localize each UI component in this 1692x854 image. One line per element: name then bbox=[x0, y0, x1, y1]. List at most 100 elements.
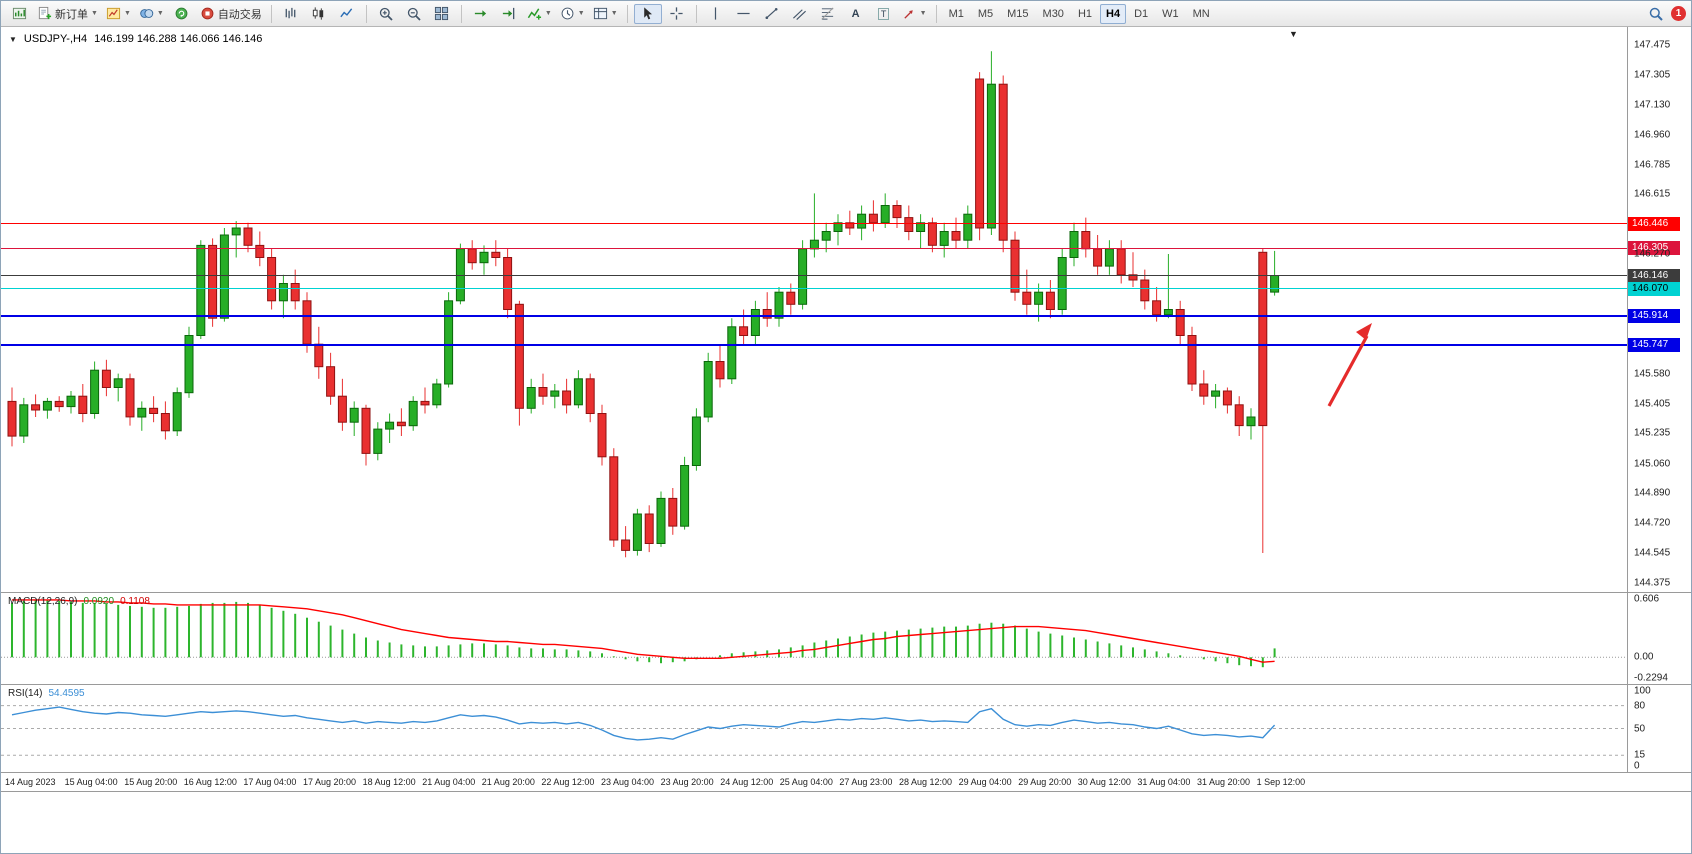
toolbar-separator bbox=[626, 4, 628, 23]
zoom-in-button[interactable] bbox=[373, 4, 399, 24]
horizontal-line-icon bbox=[737, 12, 750, 15]
toolbar-separator bbox=[935, 4, 937, 23]
new-order-button[interactable]: 新订单 ▼ bbox=[34, 4, 101, 24]
time-axis-label: 29 Aug 20:00 bbox=[1018, 777, 1072, 787]
text-tool-button[interactable]: A bbox=[843, 4, 869, 24]
fibonacci-icon bbox=[821, 7, 834, 20]
price-tick: 145.235 bbox=[1634, 427, 1671, 439]
candlestick-chart-button[interactable] bbox=[306, 4, 332, 24]
time-axis-label: 31 Aug 20:00 bbox=[1197, 777, 1251, 787]
macd-plot[interactable] bbox=[1, 593, 1627, 684]
auto-scroll-button[interactable] bbox=[468, 4, 494, 24]
bottom-blank-area bbox=[1, 792, 1691, 853]
time-axis-label: 30 Aug 12:00 bbox=[1077, 777, 1131, 787]
zoom-out-button[interactable] bbox=[401, 4, 427, 24]
price-axis[interactable]: 146.446 146.305 146.146 146.070 145.914 145.7… bbox=[1627, 27, 1691, 592]
price-tick: 144.890 bbox=[1634, 487, 1671, 499]
candlestick-chart[interactable] bbox=[1, 27, 1627, 592]
template-icon bbox=[593, 7, 607, 20]
time-axis-label: 31 Aug 04:00 bbox=[1137, 777, 1191, 787]
label-tool-icon: T bbox=[877, 7, 890, 20]
timeframe-w1-button[interactable]: W1 bbox=[1162, 7, 1179, 20]
profiles-button[interactable]: ▼ bbox=[136, 4, 167, 24]
timeframe-m30-button[interactable]: M30 bbox=[1042, 7, 1064, 20]
vertical-line-icon bbox=[715, 7, 717, 20]
new-chart-button[interactable]: ▼ bbox=[103, 4, 134, 24]
templates-button[interactable]: ▼ bbox=[590, 4, 621, 24]
timeframe-m5-button[interactable]: M5 bbox=[977, 7, 994, 20]
timeframe-h1-button[interactable]: H1 bbox=[1077, 7, 1092, 20]
tile-windows-button[interactable] bbox=[429, 4, 455, 24]
time-axis-label: 17 Aug 04:00 bbox=[243, 777, 297, 787]
chart-window-button[interactable] bbox=[6, 4, 32, 24]
rsi-axis-label: 100 bbox=[1634, 685, 1651, 697]
time-axis-label: 25 Aug 04:00 bbox=[779, 777, 833, 787]
macd-name: MACD(12,26,9) bbox=[8, 596, 78, 607]
trendline-tool-button[interactable] bbox=[759, 4, 785, 24]
zoom-out-icon bbox=[407, 7, 421, 21]
timeframe-m1-button[interactable]: M1 bbox=[948, 7, 964, 20]
search-button[interactable] bbox=[1643, 4, 1669, 24]
hline-145.914[interactable] bbox=[1, 314, 1627, 317]
cursor-button[interactable] bbox=[633, 3, 662, 24]
chevron-down-icon: ▼ bbox=[91, 10, 98, 17]
trend-arrow-annotation[interactable] bbox=[1306, 317, 1386, 417]
timeframe-d1-button[interactable]: D1 bbox=[1134, 7, 1149, 20]
chevron-down-icon: ▼ bbox=[577, 10, 585, 17]
indicators-button[interactable]: ▼ bbox=[524, 4, 555, 24]
notification-badge[interactable]: 1 bbox=[1671, 6, 1686, 21]
trendline-icon bbox=[765, 7, 778, 20]
new-chart-icon bbox=[106, 7, 120, 20]
time-axis[interactable]: 14 Aug 2023 15 Aug 04:00 15 Aug 20:00 16 Au… bbox=[1, 773, 1691, 792]
channel-tool-button[interactable] bbox=[787, 4, 813, 24]
hline-146.146[interactable] bbox=[1, 275, 1627, 276]
time-axis-label: 29 Aug 04:00 bbox=[958, 777, 1012, 787]
bar-chart-button[interactable] bbox=[278, 4, 304, 24]
hline-146.446[interactable] bbox=[1, 223, 1627, 224]
fibonacci-tool-button[interactable] bbox=[815, 4, 841, 24]
horizontal-line-tool-button[interactable] bbox=[731, 4, 757, 24]
clock-icon bbox=[561, 7, 574, 20]
label-tool-button[interactable]: T bbox=[871, 4, 897, 24]
chevron-down-icon: ▼ bbox=[123, 10, 131, 17]
arrows-tool-button[interactable]: ▼ bbox=[899, 4, 930, 24]
line-chart-button[interactable] bbox=[334, 4, 360, 24]
periods-button[interactable]: ▼ bbox=[557, 4, 588, 24]
refresh-button[interactable] bbox=[169, 4, 195, 24]
toolbar-separator bbox=[460, 4, 462, 23]
rsi-axis-label: 80 bbox=[1634, 700, 1646, 712]
chart-shift-icon bbox=[503, 7, 515, 20]
price-tag-146.446: 146.446 bbox=[1628, 216, 1680, 231]
time-axis-label: 23 Aug 04:00 bbox=[601, 777, 655, 787]
main-chart-panel[interactable]: ▼ USDJPY-,H4 146.199 146.288 146.066 146… bbox=[1, 27, 1691, 593]
vertical-line-tool-button[interactable] bbox=[703, 4, 729, 24]
time-axis-label: 21 Aug 20:00 bbox=[481, 777, 535, 787]
autotrading-button[interactable]: 自动交易 bbox=[197, 4, 265, 24]
price-tick: 146.785 bbox=[1634, 159, 1671, 171]
time-axis-label: 18 Aug 12:00 bbox=[362, 777, 416, 787]
macd-panel[interactable]: MACD(12,26,9) 0.0920 0.1108 0.606 0.00 -0.… bbox=[1, 593, 1691, 685]
rsi-plot[interactable] bbox=[1, 685, 1627, 772]
chart-shift-button[interactable] bbox=[496, 4, 522, 24]
rsi-axis: 100 80 50 15 0 bbox=[1627, 685, 1691, 772]
timeframe-h4-button[interactable]: H4 bbox=[1100, 3, 1127, 24]
time-axis-label: 28 Aug 12:00 bbox=[899, 777, 953, 787]
bar-chart-icon bbox=[285, 7, 296, 19]
timeframe-m15-button[interactable]: M15 bbox=[1007, 7, 1029, 20]
hline-145.747[interactable] bbox=[1, 343, 1627, 346]
collapse-icon[interactable]: ▼ bbox=[9, 34, 17, 44]
chevron-down-icon: ▼ bbox=[156, 10, 164, 17]
price-tick: 144.720 bbox=[1634, 517, 1671, 529]
rsi-panel[interactable]: RSI(14) 54.4595 100 80 50 15 0 bbox=[1, 685, 1691, 773]
rsi-axis-label: 50 bbox=[1634, 723, 1646, 734]
crosshair-button[interactable] bbox=[664, 4, 690, 24]
price-tick: 147.475 bbox=[1634, 39, 1671, 51]
auto-scroll-icon bbox=[475, 10, 487, 17]
timeframe-mn-button[interactable]: MN bbox=[1192, 7, 1210, 20]
hline-146.305[interactable] bbox=[1, 247, 1627, 249]
arrow-tool-icon bbox=[903, 10, 913, 19]
chart-title: ▼ USDJPY-,H4 146.199 146.288 146.066 146… bbox=[9, 33, 262, 45]
macd-axis-label: 0.606 bbox=[1634, 593, 1660, 605]
hline-146.070[interactable] bbox=[1, 288, 1627, 290]
